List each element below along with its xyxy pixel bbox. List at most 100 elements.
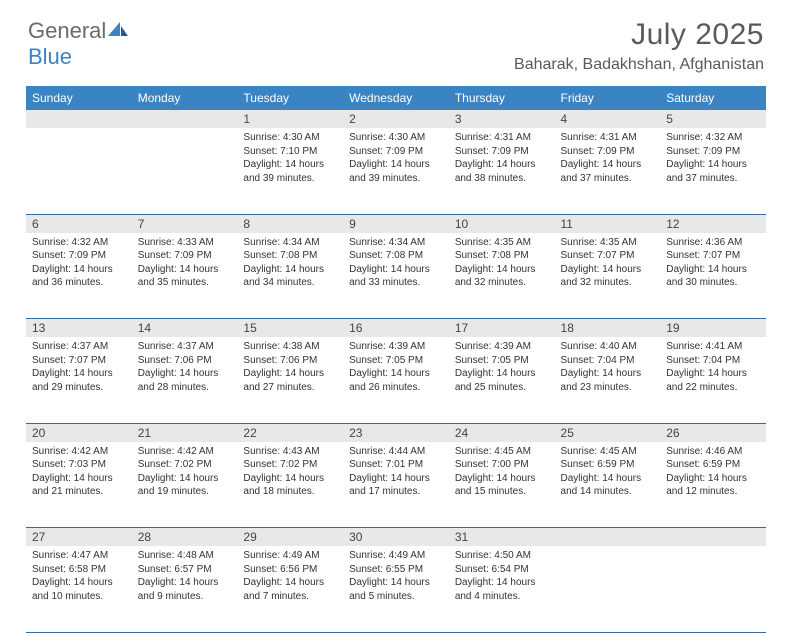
- day-cell: Sunrise: 4:42 AMSunset: 7:03 PMDaylight:…: [26, 442, 132, 528]
- day-details: Sunrise: 4:45 AMSunset: 6:59 PMDaylight:…: [555, 442, 661, 503]
- brand-text: General Blue: [28, 18, 130, 70]
- day-cell: Sunrise: 4:42 AMSunset: 7:02 PMDaylight:…: [132, 442, 238, 528]
- day-cell: Sunrise: 4:48 AMSunset: 6:57 PMDaylight:…: [132, 546, 238, 632]
- day-number-cell: 11: [555, 214, 661, 233]
- day-details: Sunrise: 4:43 AMSunset: 7:02 PMDaylight:…: [237, 442, 343, 503]
- week-row: Sunrise: 4:32 AMSunset: 7:09 PMDaylight:…: [26, 233, 766, 319]
- day-details: Sunrise: 4:32 AMSunset: 7:09 PMDaylight:…: [26, 233, 132, 294]
- day-number-cell: 2: [343, 110, 449, 128]
- week-row: Sunrise: 4:47 AMSunset: 6:58 PMDaylight:…: [26, 546, 766, 632]
- day-cell: Sunrise: 4:37 AMSunset: 7:06 PMDaylight:…: [132, 337, 238, 423]
- day-cell: Sunrise: 4:39 AMSunset: 7:05 PMDaylight:…: [449, 337, 555, 423]
- title-block: July 2025 Baharak, Badakhshan, Afghanist…: [514, 18, 764, 74]
- day-details: Sunrise: 4:41 AMSunset: 7:04 PMDaylight:…: [660, 337, 766, 398]
- day-cell: Sunrise: 4:45 AMSunset: 6:59 PMDaylight:…: [555, 442, 661, 528]
- day-number-cell: 13: [26, 319, 132, 338]
- day-details: Sunrise: 4:38 AMSunset: 7:06 PMDaylight:…: [237, 337, 343, 398]
- day-number-cell: [555, 528, 661, 547]
- day-details: Sunrise: 4:46 AMSunset: 6:59 PMDaylight:…: [660, 442, 766, 503]
- location-text: Baharak, Badakhshan, Afghanistan: [514, 56, 764, 74]
- day-number-cell: 26: [660, 423, 766, 442]
- day-number-cell: 12: [660, 214, 766, 233]
- day-header: Tuesday: [237, 86, 343, 110]
- day-details: Sunrise: 4:49 AMSunset: 6:56 PMDaylight:…: [237, 546, 343, 607]
- day-details: Sunrise: 4:31 AMSunset: 7:09 PMDaylight:…: [555, 128, 661, 189]
- day-header-row: SundayMondayTuesdayWednesdayThursdayFrid…: [26, 86, 766, 110]
- day-number-cell: 4: [555, 110, 661, 128]
- day-cell: [26, 128, 132, 214]
- day-details: Sunrise: 4:48 AMSunset: 6:57 PMDaylight:…: [132, 546, 238, 607]
- day-cell: Sunrise: 4:50 AMSunset: 6:54 PMDaylight:…: [449, 546, 555, 632]
- day-details: Sunrise: 4:34 AMSunset: 7:08 PMDaylight:…: [237, 233, 343, 294]
- day-cell: Sunrise: 4:30 AMSunset: 7:10 PMDaylight:…: [237, 128, 343, 214]
- day-cell: Sunrise: 4:36 AMSunset: 7:07 PMDaylight:…: [660, 233, 766, 319]
- day-cell: Sunrise: 4:37 AMSunset: 7:07 PMDaylight:…: [26, 337, 132, 423]
- day-details: Sunrise: 4:30 AMSunset: 7:09 PMDaylight:…: [343, 128, 449, 189]
- day-number-cell: 18: [555, 319, 661, 338]
- day-cell: Sunrise: 4:38 AMSunset: 7:06 PMDaylight:…: [237, 337, 343, 423]
- day-details: Sunrise: 4:40 AMSunset: 7:04 PMDaylight:…: [555, 337, 661, 398]
- week-row: Sunrise: 4:42 AMSunset: 7:03 PMDaylight:…: [26, 442, 766, 528]
- day-number-cell: 28: [132, 528, 238, 547]
- day-number-cell: 5: [660, 110, 766, 128]
- daynum-row: 2728293031: [26, 528, 766, 547]
- day-cell: Sunrise: 4:49 AMSunset: 6:56 PMDaylight:…: [237, 546, 343, 632]
- brand-part1: General: [28, 18, 106, 43]
- day-details: Sunrise: 4:34 AMSunset: 7:08 PMDaylight:…: [343, 233, 449, 294]
- day-details: Sunrise: 4:31 AMSunset: 7:09 PMDaylight:…: [449, 128, 555, 189]
- day-details: Sunrise: 4:39 AMSunset: 7:05 PMDaylight:…: [449, 337, 555, 398]
- day-details: Sunrise: 4:44 AMSunset: 7:01 PMDaylight:…: [343, 442, 449, 503]
- day-number-cell: 29: [237, 528, 343, 547]
- header: General Blue July 2025 Baharak, Badakhsh…: [0, 0, 792, 78]
- day-number-cell: 31: [449, 528, 555, 547]
- day-number-cell: [132, 110, 238, 128]
- day-header: Thursday: [449, 86, 555, 110]
- day-cell: Sunrise: 4:47 AMSunset: 6:58 PMDaylight:…: [26, 546, 132, 632]
- day-header: Saturday: [660, 86, 766, 110]
- day-cell: Sunrise: 4:46 AMSunset: 6:59 PMDaylight:…: [660, 442, 766, 528]
- day-number-cell: 19: [660, 319, 766, 338]
- day-cell: Sunrise: 4:30 AMSunset: 7:09 PMDaylight:…: [343, 128, 449, 214]
- day-cell: Sunrise: 4:31 AMSunset: 7:09 PMDaylight:…: [449, 128, 555, 214]
- day-number-cell: 21: [132, 423, 238, 442]
- daynum-row: 20212223242526: [26, 423, 766, 442]
- day-number-cell: 25: [555, 423, 661, 442]
- day-details: Sunrise: 4:33 AMSunset: 7:09 PMDaylight:…: [132, 233, 238, 294]
- day-details: Sunrise: 4:47 AMSunset: 6:58 PMDaylight:…: [26, 546, 132, 607]
- day-number-cell: [660, 528, 766, 547]
- calendar-table: SundayMondayTuesdayWednesdayThursdayFrid…: [26, 86, 766, 633]
- day-cell: Sunrise: 4:35 AMSunset: 7:08 PMDaylight:…: [449, 233, 555, 319]
- day-header: Wednesday: [343, 86, 449, 110]
- day-details: Sunrise: 4:36 AMSunset: 7:07 PMDaylight:…: [660, 233, 766, 294]
- month-title: July 2025: [514, 18, 764, 52]
- day-cell: Sunrise: 4:43 AMSunset: 7:02 PMDaylight:…: [237, 442, 343, 528]
- week-row: Sunrise: 4:30 AMSunset: 7:10 PMDaylight:…: [26, 128, 766, 214]
- day-number-cell: 27: [26, 528, 132, 547]
- day-details: Sunrise: 4:35 AMSunset: 7:07 PMDaylight:…: [555, 233, 661, 294]
- day-number-cell: [26, 110, 132, 128]
- brand-logo: General Blue: [28, 18, 130, 70]
- day-cell: Sunrise: 4:49 AMSunset: 6:55 PMDaylight:…: [343, 546, 449, 632]
- brand-part2: Blue: [28, 44, 72, 69]
- day-cell: Sunrise: 4:32 AMSunset: 7:09 PMDaylight:…: [660, 128, 766, 214]
- day-cell: Sunrise: 4:33 AMSunset: 7:09 PMDaylight:…: [132, 233, 238, 319]
- day-number-cell: 7: [132, 214, 238, 233]
- day-number-cell: 24: [449, 423, 555, 442]
- day-cell: Sunrise: 4:31 AMSunset: 7:09 PMDaylight:…: [555, 128, 661, 214]
- day-number-cell: 30: [343, 528, 449, 547]
- day-details: Sunrise: 4:32 AMSunset: 7:09 PMDaylight:…: [660, 128, 766, 189]
- day-cell: [555, 546, 661, 632]
- day-cell: Sunrise: 4:45 AMSunset: 7:00 PMDaylight:…: [449, 442, 555, 528]
- day-number-cell: 15: [237, 319, 343, 338]
- day-cell: Sunrise: 4:35 AMSunset: 7:07 PMDaylight:…: [555, 233, 661, 319]
- daynum-row: 6789101112: [26, 214, 766, 233]
- day-number-cell: 6: [26, 214, 132, 233]
- day-number-cell: 14: [132, 319, 238, 338]
- day-number-cell: 1: [237, 110, 343, 128]
- day-header: Monday: [132, 86, 238, 110]
- day-cell: [660, 546, 766, 632]
- day-number-cell: 8: [237, 214, 343, 233]
- daynum-row: 13141516171819: [26, 319, 766, 338]
- day-details: Sunrise: 4:49 AMSunset: 6:55 PMDaylight:…: [343, 546, 449, 607]
- day-cell: Sunrise: 4:44 AMSunset: 7:01 PMDaylight:…: [343, 442, 449, 528]
